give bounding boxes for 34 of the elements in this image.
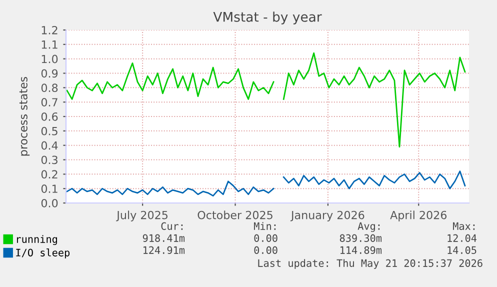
legend-label: I/O sleep [16,248,70,258]
text: 0.00 [254,234,278,242]
y-tick-label: 0.1 [41,184,58,193]
y-tick-label: 0.9 [41,69,58,78]
y-tick-label: 1.2 [42,26,58,34]
y-tick-label: 0.5 [41,126,58,136]
y-tick-label: 0.6 [41,112,58,121]
text: Cur: [161,222,183,230]
text: Min: [254,222,276,230]
y-axis-title: process states [19,76,30,156]
legend-label: running [17,235,57,245]
text: 14.05 [448,246,476,254]
y-tick-label: 0.3 [41,156,58,164]
x-tick-label: July 2025 [116,210,168,222]
y-tick-label: 1.0 [42,54,58,64]
text: Avg: [358,222,380,232]
y-tick-label: 0.8 [41,84,58,92]
text: 918.41m [142,234,185,242]
x-tick-label: January 2026 [290,210,364,222]
text: 0.00 [254,246,278,254]
text: Max: [453,222,475,230]
text: 124.91m [143,246,185,254]
text: 114.89m [340,246,382,254]
text: Last update: Thu May 21 20:15:37 2026 [258,259,482,269]
x-tick-label: October 2025 [198,210,272,220]
text: 12.04 [448,234,477,242]
text: 839.30m [340,234,382,242]
x-tick-label: April 2026 [390,210,447,222]
y-tick-label: 0.2 [41,170,58,179]
y-tick-label: 0.0 [41,198,58,208]
y-tick-label: 1.1 [42,40,58,49]
chart-title: VMstat - by year [213,12,322,24]
y-tick-label: 0.4 [41,141,58,150]
y-tick-label: 0.7 [41,98,58,106]
